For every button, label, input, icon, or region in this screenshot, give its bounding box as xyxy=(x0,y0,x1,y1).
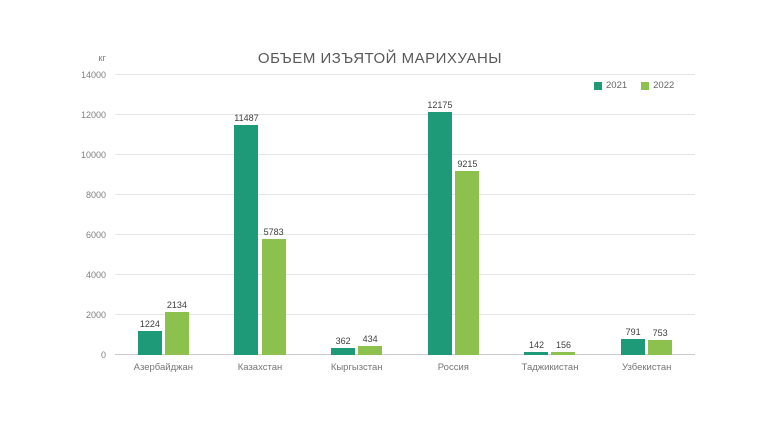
y-tick-label: 6000 xyxy=(85,230,106,240)
bar-value-label: 362 xyxy=(335,335,351,346)
bar-value-label: 12175 xyxy=(427,99,453,110)
x-category-label: Россия xyxy=(437,362,469,373)
bar-2021 xyxy=(524,352,549,355)
bar-column: 1224 xyxy=(137,318,162,355)
gridline xyxy=(115,74,695,75)
bar-2021 xyxy=(331,347,356,355)
chart-title: ОБЪЕМ ИЗЪЯТОЙ МАРИХУАНЫ xyxy=(257,50,503,67)
x-category-label: Кыргызстан xyxy=(330,362,383,373)
bar-group: 362 434 xyxy=(308,75,405,355)
bar-value-label: 791 xyxy=(625,327,641,338)
x-axis-line xyxy=(115,354,695,355)
bar-column: 9215 xyxy=(455,158,480,355)
gridline xyxy=(115,234,695,235)
x-category-label: Казахстан xyxy=(237,362,283,373)
bar-column: 2134 xyxy=(164,300,189,355)
y-tick-label: 12000 xyxy=(80,110,106,120)
bar-value-label: 11487 xyxy=(234,113,259,124)
bar-column: 434 xyxy=(358,334,383,355)
y-tick-label: 0 xyxy=(100,350,106,360)
legend-swatch-icon xyxy=(641,81,650,90)
gridline xyxy=(115,314,695,315)
bar-2021 xyxy=(427,111,452,355)
bar-column: 11487 xyxy=(234,113,259,355)
bar-value-label: 9215 xyxy=(457,158,478,169)
bar-column: 362 xyxy=(331,335,356,355)
x-category-label: Таджикистан xyxy=(521,362,579,373)
bar-2022 xyxy=(164,312,189,355)
gridline xyxy=(115,114,695,115)
bar-2021 xyxy=(137,330,162,355)
legend-label: 2022 xyxy=(653,80,675,91)
bar-group: 791 753 xyxy=(598,75,695,355)
legend-swatch-icon xyxy=(594,81,602,90)
gridline xyxy=(115,194,695,195)
y-tick-label: 14000 xyxy=(80,70,106,80)
bar-value-label: 434 xyxy=(362,334,378,345)
bar-value-label: 156 xyxy=(555,339,571,350)
bar-value-label: 2134 xyxy=(166,300,187,311)
bar-group: 142 156 xyxy=(502,75,599,355)
bar-2022 xyxy=(358,346,383,355)
gridline xyxy=(115,154,695,155)
bar-value-label: 1224 xyxy=(139,318,160,329)
x-category-label: Азербайджан xyxy=(133,362,194,373)
bar-value-label: 142 xyxy=(528,340,544,351)
y-tick-label: 4000 xyxy=(85,270,106,280)
bar-group: 11487 5783 xyxy=(212,75,309,355)
bar-column: 156 xyxy=(551,339,576,355)
bar-column: 753 xyxy=(648,327,673,355)
bar-column: 5783 xyxy=(261,227,286,355)
bar-2022 xyxy=(261,239,286,355)
bar-2022 xyxy=(455,170,480,355)
bar-value-label: 753 xyxy=(652,327,668,338)
y-tick-label: 2000 xyxy=(85,310,106,320)
bar-2022 xyxy=(648,339,673,355)
y-tick-label: 8000 xyxy=(85,190,106,200)
bar-2021 xyxy=(621,339,646,355)
bar-column: 791 xyxy=(621,327,646,355)
gridline xyxy=(115,274,695,275)
legend-label: 2021 xyxy=(606,80,628,91)
plot-area: 1224 2134 11487 5783 362 434 12175 9215 142 156 79… xyxy=(115,74,695,355)
y-axis-unit-label: кг xyxy=(98,53,106,64)
bar-2022 xyxy=(551,351,576,355)
legend: 2021 2022 xyxy=(594,80,674,91)
x-axis-labels: Азербайджан Казахстан Кыргызстан Россия Тадж… xyxy=(115,362,695,373)
bar-column: 142 xyxy=(524,340,549,355)
x-category-label: Узбекистан xyxy=(622,362,672,373)
y-tick-label: 10000 xyxy=(80,150,106,160)
bar-value-label: 5783 xyxy=(263,227,284,238)
bar-group: 12175 9215 xyxy=(405,75,502,355)
bar-2021 xyxy=(234,125,259,355)
legend-item-2022: 2022 xyxy=(641,80,674,91)
legend-item-2021: 2021 xyxy=(594,80,627,91)
bar-group: 1224 2134 xyxy=(115,75,212,355)
bar-column: 12175 xyxy=(427,99,453,355)
